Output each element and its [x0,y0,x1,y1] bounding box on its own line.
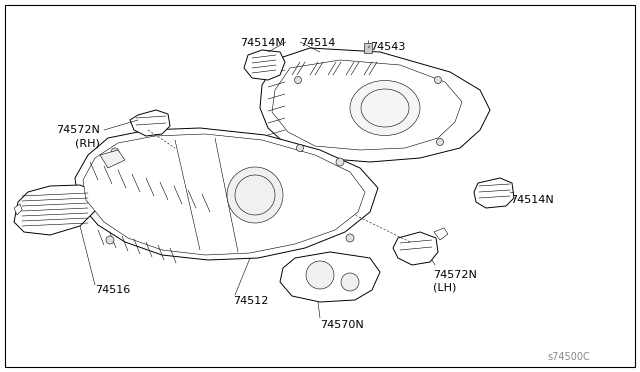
Circle shape [435,77,442,83]
Circle shape [436,138,444,145]
Text: 74572N: 74572N [56,125,100,135]
Polygon shape [474,178,514,208]
Polygon shape [130,110,170,136]
Polygon shape [244,50,285,80]
Text: 74516: 74516 [95,285,131,295]
Polygon shape [434,228,448,240]
Ellipse shape [350,80,420,135]
Polygon shape [75,128,378,260]
Circle shape [306,261,334,289]
Polygon shape [83,134,365,255]
Circle shape [336,158,344,166]
Circle shape [227,167,283,223]
Text: 74514M: 74514M [240,38,285,48]
Polygon shape [14,204,22,215]
Circle shape [346,234,354,242]
Text: 74543: 74543 [370,42,405,52]
Circle shape [106,236,114,244]
Text: 74514: 74514 [300,38,335,48]
Polygon shape [260,48,490,162]
Circle shape [341,273,359,291]
Text: s74500C: s74500C [547,352,590,362]
Text: 74570N: 74570N [320,320,364,330]
Polygon shape [280,252,380,302]
Circle shape [294,77,301,83]
Circle shape [111,148,119,156]
Text: 74572N: 74572N [433,270,477,280]
Text: (RH): (RH) [75,138,100,148]
Text: 74512: 74512 [233,296,268,306]
Polygon shape [14,185,96,235]
Circle shape [296,144,303,151]
Polygon shape [364,43,372,53]
Polygon shape [100,150,125,168]
Polygon shape [393,232,438,265]
Text: (LH): (LH) [433,283,456,293]
Polygon shape [272,60,462,150]
Text: 74514N: 74514N [510,195,554,205]
